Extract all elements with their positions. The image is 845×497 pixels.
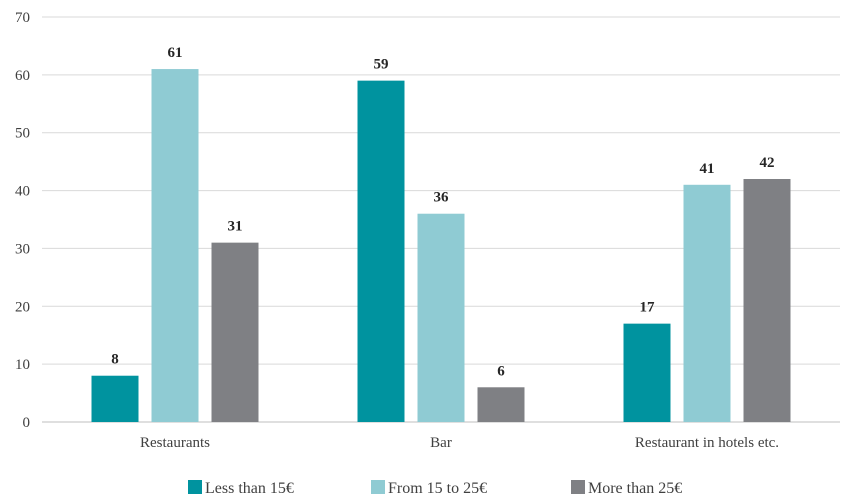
- data-label: 31: [228, 219, 243, 235]
- y-tick-label: 0: [23, 415, 31, 431]
- bar: [151, 69, 199, 423]
- legend-label: More than 25€: [588, 480, 682, 497]
- bar: [743, 179, 791, 422]
- data-label: 36: [434, 190, 450, 206]
- data-label: 6: [497, 363, 505, 379]
- data-label: 41: [700, 161, 715, 177]
- bar: [477, 387, 525, 422]
- bar: [211, 242, 259, 422]
- legend: Less than 15€ From 15 to 25€ More than 25€: [188, 480, 682, 497]
- legend-swatch: [188, 480, 202, 494]
- bar: [357, 80, 405, 423]
- bar: [683, 184, 731, 422]
- data-label: 42: [760, 155, 775, 171]
- y-tick-label: 50: [15, 126, 30, 142]
- legend-swatch: [571, 480, 585, 494]
- x-category-label: Restaurants: [140, 435, 210, 451]
- data-label: 59: [374, 57, 389, 73]
- x-category-label: Restaurant in hotels etc.: [635, 435, 779, 451]
- legend-label: Less than 15€: [205, 480, 294, 497]
- y-tick-label: 20: [15, 299, 30, 315]
- bar: [91, 375, 139, 422]
- y-tick-label: 10: [15, 357, 30, 373]
- y-axis-ticks: 0 10 20 30 40 50 60 70: [15, 10, 30, 431]
- y-tick-label: 70: [15, 10, 30, 26]
- data-labels: 8 61 31 59 36 6 17 41 42: [111, 45, 774, 379]
- x-axis-categories: Restaurants Bar Restaurant in hotels etc.: [140, 435, 779, 451]
- data-label: 8: [111, 352, 119, 368]
- data-label: 17: [640, 300, 656, 316]
- x-category-label: Bar: [430, 435, 452, 451]
- y-tick-label: 40: [15, 184, 30, 200]
- bar: [417, 213, 465, 422]
- legend-swatch: [371, 480, 385, 494]
- y-tick-label: 60: [15, 68, 30, 84]
- y-tick-label: 30: [15, 241, 30, 257]
- bars: [91, 69, 791, 423]
- legend-label: From 15 to 25€: [388, 480, 487, 497]
- data-label: 61: [168, 45, 183, 61]
- bar: [623, 323, 671, 422]
